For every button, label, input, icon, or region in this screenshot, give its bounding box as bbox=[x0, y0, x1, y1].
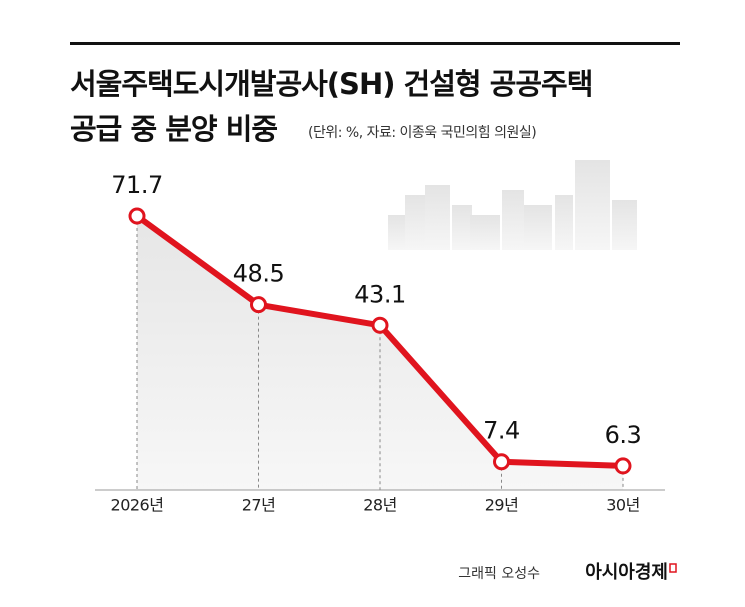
value-label: 48.5 bbox=[233, 260, 284, 288]
brand-mark bbox=[669, 563, 677, 573]
x-tick-label: 28년 bbox=[363, 496, 397, 515]
x-tick-label: 2026년 bbox=[111, 496, 164, 515]
value-label: 43.1 bbox=[354, 280, 405, 308]
x-tick-label: 29년 bbox=[485, 496, 519, 515]
skyline bbox=[388, 160, 637, 250]
chart-title: 서울주택도시개발공사(SH) 건설형 공공주택 bbox=[70, 67, 592, 101]
x-tick-label: 27년 bbox=[242, 496, 276, 515]
chart-subtitle: (단위: %, 자료: 이종욱 국민의힘 의원실) bbox=[308, 125, 536, 141]
point bbox=[614, 457, 632, 475]
top-rule bbox=[70, 42, 680, 45]
brand: 아시아경제 bbox=[585, 562, 668, 583]
value-label: 71.7 bbox=[111, 171, 162, 199]
point bbox=[371, 316, 389, 334]
value-label: 6.3 bbox=[605, 421, 642, 449]
credit: 그래픽 오성수 bbox=[458, 566, 540, 582]
point bbox=[493, 453, 510, 471]
point bbox=[250, 296, 267, 314]
area bbox=[137, 216, 623, 490]
x-tick-label: 30년 bbox=[606, 496, 640, 515]
value-label: 7.4 bbox=[483, 417, 520, 445]
point bbox=[128, 207, 146, 225]
chart-title-line2: 공급 중 분양 비중 bbox=[70, 112, 277, 146]
